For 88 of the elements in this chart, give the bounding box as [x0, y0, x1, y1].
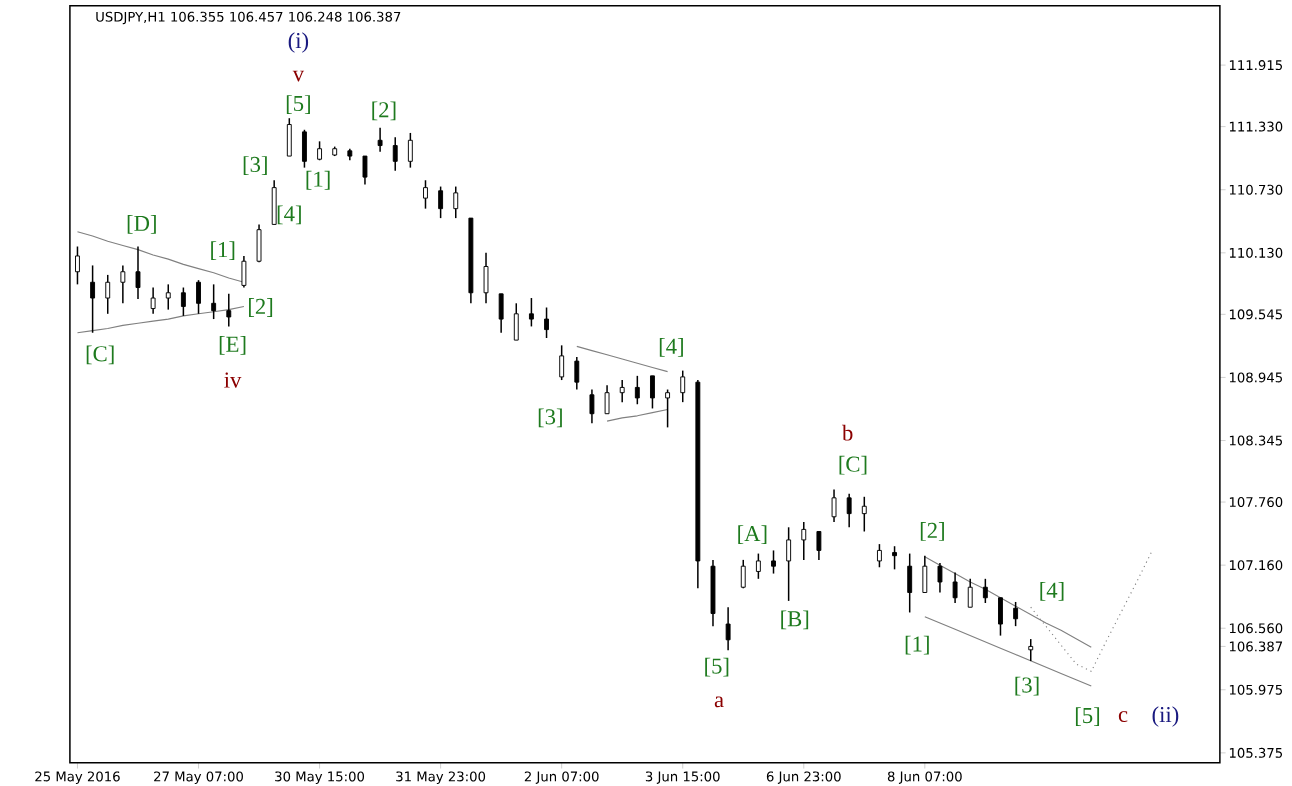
annotation: c	[1118, 711, 1128, 723]
annotation: [3]	[538, 408, 562, 428]
annotation: (ii)	[1152, 706, 1179, 728]
candlestick	[211, 283, 217, 321]
candlestick	[498, 293, 504, 334]
annotation: [E]	[219, 336, 246, 355]
candlestick	[1028, 638, 1034, 662]
candlestick	[301, 129, 307, 169]
annotation: [5]	[286, 95, 310, 115]
annotation: [2]	[249, 298, 273, 318]
candlestick	[725, 606, 731, 652]
candlestick	[574, 356, 580, 391]
candlestick	[846, 493, 852, 529]
candlestick	[438, 185, 444, 220]
candlestick	[256, 223, 262, 264]
candlestick	[771, 549, 776, 575]
annotation: a	[714, 696, 724, 708]
annotation: b	[841, 424, 853, 441]
annotation: (i)	[288, 32, 309, 53]
candlestick	[604, 384, 610, 415]
annotation: [1]	[306, 171, 330, 190]
candlestick	[952, 571, 958, 604]
candlestick	[120, 264, 126, 305]
candlestick	[453, 185, 459, 220]
candlestick	[589, 388, 595, 425]
candlestick	[907, 553, 913, 614]
candlestick	[1013, 601, 1019, 628]
annotation: [2]	[920, 522, 944, 542]
candlestick	[786, 526, 792, 602]
annotation: [B]	[781, 610, 809, 630]
annotation: [3]	[1015, 676, 1039, 696]
line-series	[76, 231, 245, 284]
candlestick	[135, 245, 141, 301]
candlestick	[982, 578, 988, 604]
candlestick	[528, 297, 534, 328]
annotation: [5]	[1075, 707, 1100, 727]
candlestick	[634, 375, 640, 406]
candlestick	[892, 545, 898, 571]
annotation: [1]	[905, 635, 929, 655]
annotation: [5]	[705, 657, 729, 677]
candlestick	[226, 293, 232, 328]
candlestick	[922, 555, 928, 594]
candlestick	[559, 344, 565, 382]
candlestick	[967, 578, 973, 609]
annotation: [C]	[839, 456, 867, 475]
candlestick	[650, 375, 655, 410]
candlestick	[241, 255, 247, 289]
candlestick	[755, 553, 761, 580]
annotation: [1]	[211, 241, 235, 261]
candlestick	[831, 488, 837, 523]
annotation: iv	[224, 372, 242, 388]
candlestick	[619, 379, 625, 404]
candlestick	[90, 264, 96, 334]
annotation: [4]	[659, 338, 683, 358]
annotation: [4]	[277, 205, 301, 225]
candlestick	[937, 562, 943, 594]
candlestick	[196, 279, 201, 315]
candlestick	[377, 127, 383, 153]
candlestick	[680, 370, 686, 404]
candlestick	[105, 274, 111, 315]
candlestick	[998, 597, 1003, 637]
candlestick	[271, 179, 277, 226]
candlestick	[150, 286, 156, 315]
candlestick	[165, 283, 171, 311]
annotation: v	[292, 71, 305, 82]
candlestick	[665, 388, 671, 429]
candlestick	[876, 543, 882, 569]
candlestick	[483, 252, 489, 305]
candlestick	[286, 117, 292, 158]
annotation: [A]	[738, 525, 767, 545]
candlestick	[861, 496, 867, 533]
candlestick	[513, 302, 519, 342]
candlestick	[710, 559, 716, 628]
candlestick	[362, 155, 368, 186]
annotation: [3]	[243, 156, 267, 176]
candlestick	[816, 530, 822, 561]
annotation: [C]	[86, 345, 114, 365]
annotation: [2]	[372, 101, 396, 121]
candlestick	[180, 286, 186, 317]
candlestick	[740, 559, 746, 590]
candlestick	[423, 179, 428, 210]
annotation: [4]	[1040, 582, 1064, 601]
candlestick	[544, 306, 549, 339]
candlestick	[407, 132, 413, 169]
candlestick	[392, 136, 398, 172]
candlestick	[801, 521, 807, 561]
annotation: [D]	[127, 215, 156, 234]
candlestick	[75, 245, 80, 286]
